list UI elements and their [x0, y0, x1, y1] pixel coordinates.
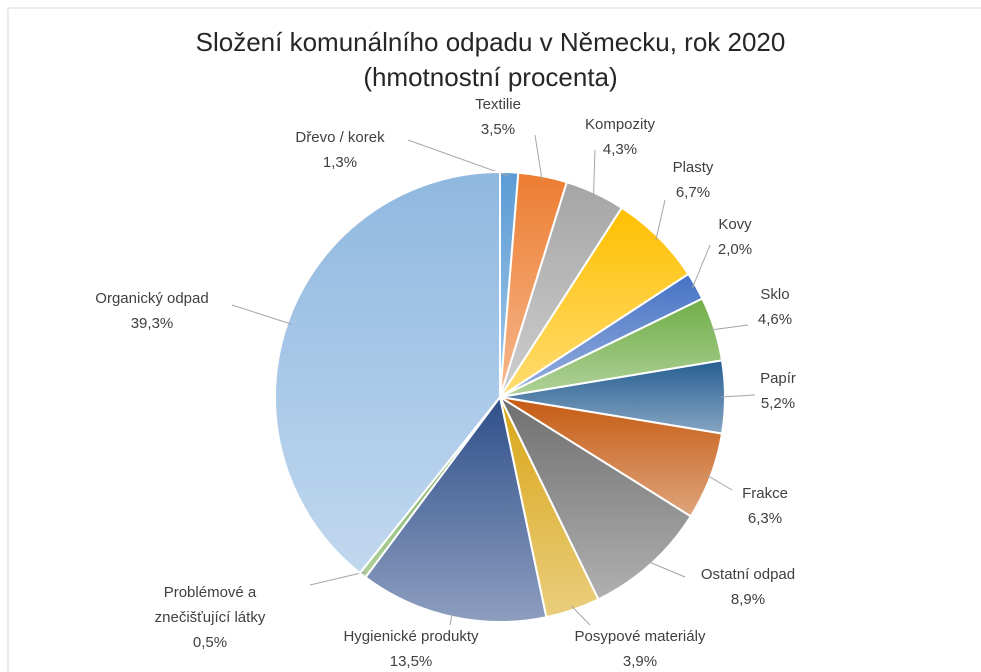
- label-category: Kompozity: [584, 116, 656, 133]
- label-value: 3,5%: [480, 121, 516, 138]
- label-category: Plasty: [672, 159, 714, 176]
- label-category: Papír: [760, 370, 796, 387]
- leader-line: [592, 149, 596, 197]
- data-label: Kompozity 4,3%: [585, 112, 655, 162]
- chart-subtitle: (hmotnostní procenta): [363, 62, 618, 92]
- data-label: Frakce 6,3%: [742, 481, 788, 531]
- data-label: Hygienické produkty 13,5%: [343, 624, 478, 672]
- leader-line: [407, 139, 510, 177]
- pie-slice: [497, 394, 693, 601]
- leader-line: [691, 244, 711, 289]
- data-label: Textilie 3,5%: [475, 92, 521, 142]
- leader-line: [571, 605, 591, 626]
- label-value: 5,2%: [760, 395, 796, 412]
- label-value: 8,9%: [730, 591, 766, 608]
- leader-line: [655, 199, 666, 241]
- leader-line: [706, 474, 733, 491]
- label-category: Sklo: [760, 286, 790, 303]
- leader-line: [720, 394, 756, 398]
- label-value: 6,3%: [747, 510, 783, 527]
- label-value: 2,0%: [717, 241, 753, 258]
- data-label: Problémové a znečišťující látky 0,5%: [140, 580, 280, 655]
- chart-frame: [7, 7, 981, 672]
- label-value: 13,5%: [389, 653, 433, 670]
- label-value: 39,3%: [130, 315, 174, 332]
- label-category: Kovy: [718, 216, 752, 233]
- label-category: Ostatní odpad: [700, 566, 796, 583]
- label-value: 6,7%: [675, 184, 711, 201]
- label-category: Problémové a znečišťující látky: [154, 584, 266, 626]
- chart-title: Složení komunálního odpadu v Německu, ro…: [195, 27, 786, 57]
- data-label: Organický odpad 39,3%: [95, 286, 208, 336]
- label-category: Dřevo / korek: [295, 129, 385, 146]
- data-label: Ostatní odpad 8,9%: [701, 562, 795, 612]
- leader-line: [449, 612, 453, 626]
- label-value: 0,5%: [192, 634, 228, 651]
- leader-line: [534, 134, 543, 181]
- data-label: Sklo 4,6%: [758, 282, 792, 332]
- label-category: Hygienické produkty: [343, 628, 479, 645]
- leader-line: [231, 304, 292, 325]
- label-category: Frakce: [742, 485, 788, 502]
- data-label: Posypové materiály 3,9%: [575, 624, 706, 672]
- data-label: Plasty 6,7%: [673, 155, 714, 205]
- label-category: Posypové materiály: [574, 628, 706, 645]
- label-value: 4,6%: [757, 311, 793, 328]
- leader-line: [647, 560, 686, 578]
- data-label: Kovy 2,0%: [718, 212, 752, 262]
- label-category: Textilie: [475, 96, 521, 113]
- data-label: Papír 5,2%: [760, 366, 796, 416]
- label-category: Organický odpad: [95, 290, 209, 307]
- label-value: 1,3%: [322, 154, 358, 171]
- label-value: 4,3%: [602, 141, 638, 158]
- leader-line: [710, 324, 749, 331]
- label-value: 3,9%: [622, 653, 658, 670]
- leader-line: [309, 571, 366, 586]
- data-label: Dřevo / korek 1,3%: [295, 125, 384, 175]
